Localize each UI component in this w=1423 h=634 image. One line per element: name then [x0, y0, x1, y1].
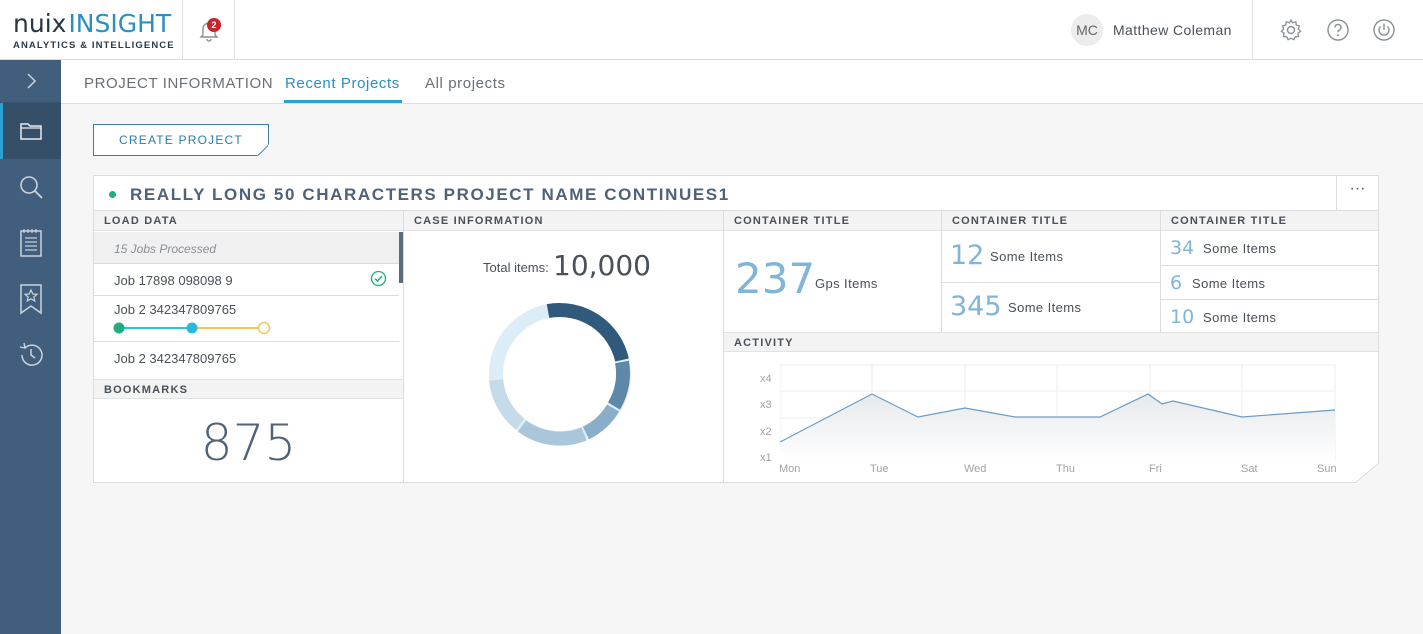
sidebar: [0, 60, 61, 634]
job-row[interactable]: Job 2 342347809765: [94, 302, 399, 317]
divider: [1161, 265, 1378, 266]
job-row[interactable]: Job 17898 098098 9: [94, 273, 399, 288]
container-value[interactable]: 10: [1170, 306, 1195, 328]
divider: [723, 211, 724, 482]
divider: [403, 211, 404, 482]
tab-bar: PROJECT INFORMATION Recent Projects All …: [61, 60, 1423, 104]
x-axis-label: Mon: [779, 463, 801, 475]
container-label: Gps Items: [815, 276, 878, 291]
logo-subtitle: ANALYTICS & INTELLIGENCE: [13, 40, 175, 51]
container-value[interactable]: 237: [735, 254, 816, 303]
divider: [94, 295, 399, 296]
user-menu[interactable]: MC Matthew Coleman: [1071, 14, 1232, 46]
power-icon[interactable]: [1372, 18, 1396, 42]
sidebar-expand-button[interactable]: [0, 60, 61, 103]
logo-text-nuix: nuix: [13, 9, 67, 38]
status-dot: [109, 191, 116, 198]
activity-line-chart: [780, 364, 1336, 460]
job-label: Job 17898 098098 9: [114, 273, 233, 288]
tab-project-information[interactable]: PROJECT INFORMATION: [84, 75, 274, 92]
container-label: Some Items: [1203, 241, 1277, 256]
user-name: Matthew Coleman: [1113, 22, 1232, 38]
y-axis-label: x2: [760, 426, 772, 438]
sidebar-item-history[interactable]: [0, 327, 61, 383]
bookmark-star-icon: [19, 284, 42, 315]
x-axis-label: Thu: [1056, 463, 1075, 475]
jobs-processed-summary: 15 Jobs Processed: [94, 232, 399, 263]
divider: [1160, 211, 1161, 332]
x-axis-label: Sat: [1241, 463, 1258, 475]
project-name[interactable]: REALLY LONG 50 CHARACTERS PROJECT NAME C…: [130, 185, 730, 204]
app-logo[interactable]: nuixINSIGHT ANALYTICS & INTELLIGENCE: [0, 0, 183, 60]
notepad-icon: [19, 229, 42, 257]
more-options-button[interactable]: ···: [1336, 176, 1378, 210]
container-value[interactable]: 6: [1170, 272, 1183, 294]
x-axis-label: Tue: [870, 463, 889, 475]
bookmarks-count[interactable]: 875: [200, 414, 297, 472]
job-row[interactable]: Job 2 342347809765: [94, 351, 399, 366]
container-value[interactable]: 12: [950, 240, 985, 271]
expand-chevron-icon: [26, 73, 36, 89]
container-label: Some Items: [990, 249, 1064, 264]
divider: [941, 211, 942, 332]
x-axis-label: Wed: [964, 463, 987, 475]
gear-icon[interactable]: [1279, 18, 1303, 42]
top-icon-group: [1252, 0, 1423, 60]
container-label: Some Items: [1192, 276, 1266, 291]
project-card-header: REALLY LONG 50 CHARACTERS PROJECT NAME C…: [94, 176, 1378, 211]
project-card: REALLY LONG 50 CHARACTERS PROJECT NAME C…: [93, 175, 1379, 483]
tab-all-projects[interactable]: All projects: [425, 75, 506, 92]
x-axis-label: Sun: [1317, 463, 1337, 475]
activity-header: ACTIVITY: [724, 332, 1378, 352]
tab-recent-projects[interactable]: Recent Projects: [285, 75, 400, 92]
folder-icon: [20, 123, 42, 140]
sidebar-item-projects[interactable]: [0, 103, 61, 159]
sidebar-item-search[interactable]: [0, 159, 61, 215]
logo-text-insight: INSIGHT: [68, 9, 172, 38]
top-bar: nuixINSIGHT ANALYTICS & INTELLIGENCE 2 M…: [0, 0, 1423, 60]
container-title-header: CONTAINER TITLE: [724, 211, 941, 231]
case-donut-chart: [489, 302, 631, 446]
container-title-header: CONTAINER TITLE: [942, 211, 1160, 231]
sidebar-item-bookmarks[interactable]: [0, 271, 61, 327]
divider: [1161, 299, 1378, 300]
divider: [94, 263, 399, 264]
create-project-button[interactable]: CREATE PROJECT: [93, 124, 269, 156]
total-items-label: Total items:: [483, 260, 549, 275]
y-axis-label: x4: [760, 373, 772, 385]
job-label: Job 2 342347809765: [114, 351, 237, 366]
y-axis-label: x1: [760, 452, 772, 464]
y-axis-label: x3: [760, 399, 772, 411]
divider: [942, 282, 1160, 283]
notifications-button[interactable]: 2: [183, 0, 235, 60]
divider: [94, 341, 399, 342]
job-label: Job 2 342347809765: [114, 302, 237, 317]
card-corner-notch: [1355, 463, 1379, 483]
check-circle-icon: [370, 270, 387, 287]
help-icon[interactable]: [1326, 18, 1350, 42]
active-tab-indicator: [284, 100, 402, 103]
container-label: Some Items: [1203, 310, 1277, 325]
total-items-value: 10,000: [553, 249, 651, 282]
container-label: Some Items: [1008, 300, 1082, 315]
job-progress-track: [113, 321, 271, 335]
notification-badge: 2: [207, 18, 221, 32]
create-project-label: CREATE PROJECT: [119, 133, 243, 147]
search-icon: [19, 176, 43, 199]
x-axis-label: Fri: [1149, 463, 1162, 475]
load-data-header: LOAD DATA: [94, 211, 403, 231]
case-information-header: CASE INFORMATION: [404, 211, 723, 231]
avatar: MC: [1071, 14, 1103, 46]
scrollbar-thumb[interactable]: [399, 232, 403, 283]
container-value[interactable]: 345: [950, 291, 1002, 322]
container-title-header: CONTAINER TITLE: [1161, 211, 1378, 231]
container-value[interactable]: 34: [1170, 237, 1195, 259]
bookmarks-header: BOOKMARKS: [94, 379, 403, 399]
sidebar-item-notes[interactable]: [0, 215, 61, 271]
history-icon: [19, 342, 43, 366]
